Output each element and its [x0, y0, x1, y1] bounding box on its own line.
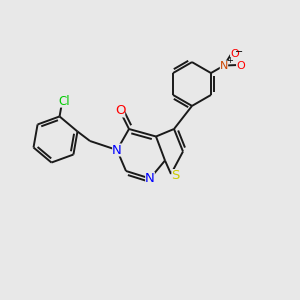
Text: N: N	[112, 143, 122, 157]
Text: O: O	[230, 49, 239, 59]
Text: −: −	[235, 47, 243, 57]
Text: S: S	[171, 169, 180, 182]
Text: +: +	[226, 56, 233, 64]
Text: N: N	[220, 61, 228, 70]
Text: N: N	[145, 172, 155, 185]
Text: Cl: Cl	[59, 94, 70, 108]
Text: O: O	[236, 61, 245, 71]
Text: O: O	[115, 104, 125, 118]
